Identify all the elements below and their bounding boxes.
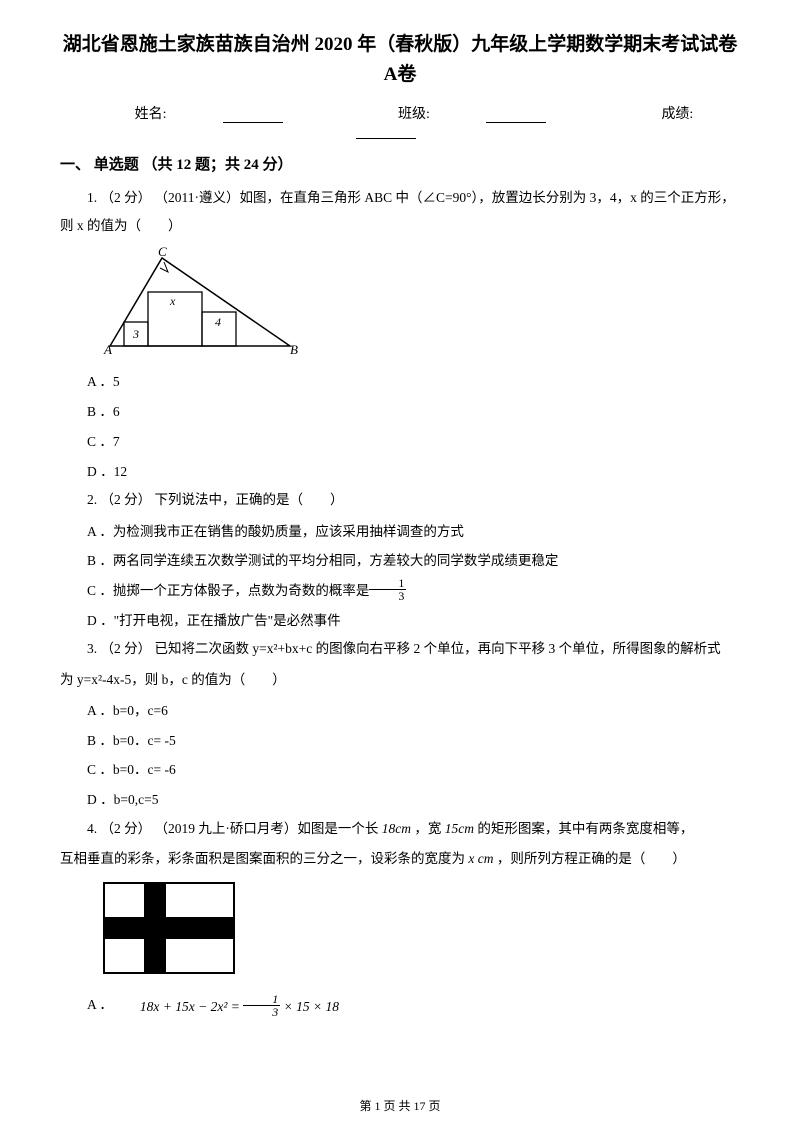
q4-equation: 18x + 15x − 2x² = 13 × 15 × 18 xyxy=(113,992,339,1022)
q1-stem: 1. （2 分） （2011·遵义）如图，在直角三角形 ABC 中（∠C=90°… xyxy=(60,184,740,241)
q2-opt-b[interactable]: B ．两名同学连续五次数学测试的平均分相同，方差较大的同学数学成绩更稳定 xyxy=(60,546,740,576)
q2-opt-c[interactable]: C ．抛掷一个正方体骰子，点数为奇数的概率是13 xyxy=(60,576,740,606)
q3-stem-a: 3. （2 分） 已知将二次函数 y=x²+bx+c 的图像向右平移 2 个单位… xyxy=(60,635,740,663)
width-value: 15cm xyxy=(445,821,474,836)
x-variable: x cm xyxy=(468,851,493,866)
svg-text:B: B xyxy=(290,342,298,356)
q4-figure xyxy=(100,879,740,984)
q3-opt-b[interactable]: B ．b=0．c= -5 xyxy=(60,726,740,756)
q2-opt-a[interactable]: A ．为检测我市正在销售的酸奶质量，应该采用抽样调查的方式 xyxy=(60,517,740,547)
q2-stem: 2. （2 分） 下列说法中，正确的是（ ） xyxy=(60,486,740,514)
svg-text:A: A xyxy=(103,342,112,356)
q1-opt-a[interactable]: A ．5 xyxy=(60,367,740,397)
page-title: 湖北省恩施土家族苗族自治州 2020 年（春秋版）九年级上学期数学期末考试试卷 … xyxy=(60,30,740,91)
length-value: 18cm xyxy=(382,821,411,836)
q4-stem-line2: 互相垂直的彩条，彩条面积是图案面积的三分之一，设彩条的宽度为 x cm ，则所列… xyxy=(60,845,740,873)
q1-opt-d[interactable]: D ．12 xyxy=(60,457,740,487)
q2-opt-c-text: C ．抛掷一个正方体骰子，点数为奇数的概率是 xyxy=(87,583,369,598)
svg-text:3: 3 xyxy=(132,327,139,341)
student-info-row: 姓名: 班级: 成绩: xyxy=(60,103,740,139)
q3-opt-a[interactable]: A ．b=0，c=6 xyxy=(60,696,740,726)
page-footer: 第 1 页 共 17 页 xyxy=(0,1097,800,1114)
q4-stem-line1: 4. （2 分） （2019 九上·硚口月考）如图是一个长 18cm ，宽 15… xyxy=(60,815,740,843)
svg-text:C: C xyxy=(158,246,167,259)
q3-opt-c[interactable]: C ．b=0．c= -6 xyxy=(60,755,740,785)
name-blank[interactable] xyxy=(223,109,283,123)
class-blank[interactable] xyxy=(486,109,546,123)
score-label: 成绩: xyxy=(661,107,693,122)
q3-opt-d[interactable]: D ．b=0,c=5 xyxy=(60,785,740,815)
q1-opt-c[interactable]: C ．7 xyxy=(60,427,740,457)
q2-opt-d[interactable]: D ．"打开电视，正在播放广告"是必然事件 xyxy=(60,606,740,636)
svg-text:4: 4 xyxy=(215,315,221,329)
score-blank[interactable] xyxy=(356,125,416,139)
section-1-header: 一、 单选题 （共 12 题；共 24 分） xyxy=(60,153,740,174)
svg-text:x: x xyxy=(169,294,176,308)
q4-opt-a[interactable]: A ．18x + 15x − 2x² = 13 × 15 × 18 xyxy=(60,990,740,1021)
class-label: 班级: xyxy=(398,107,430,122)
fraction-icon: 13 xyxy=(369,577,406,602)
name-label: 姓名: xyxy=(135,107,167,122)
q1-figure: 3 x 4 A B C xyxy=(100,246,740,361)
q1-opt-b[interactable]: B ．6 xyxy=(60,397,740,427)
q3-stem-b: 为 y=x²-4x-5，则 b，c 的值为（ ） xyxy=(60,666,740,694)
